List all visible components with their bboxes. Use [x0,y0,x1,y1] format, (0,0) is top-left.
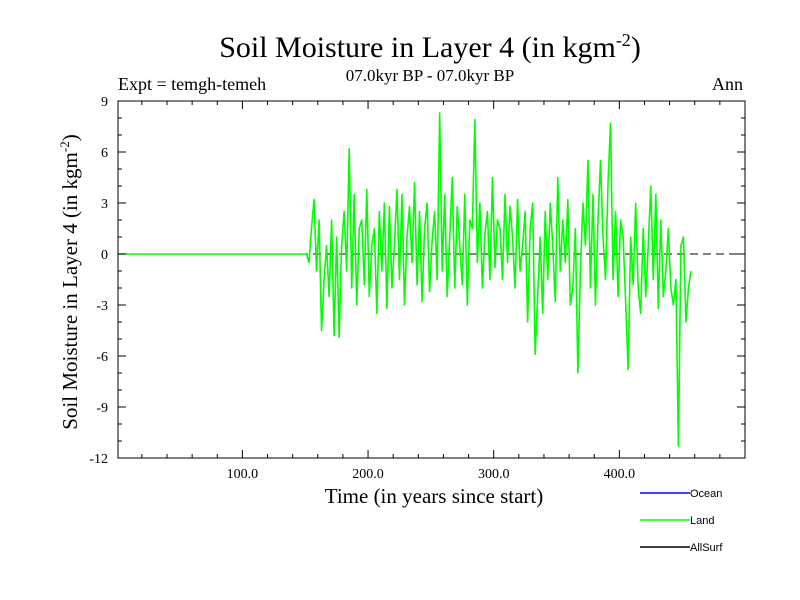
x-axis-label: Time (in years since start) [324,484,544,508]
x-tick-label: 100.0 [227,467,259,482]
y-tick-label: 0 [101,248,108,263]
legend: Ocean Land AllSurf [640,488,723,554]
x-tick-label: 300.0 [478,467,510,482]
legend-label-land: Land [690,515,714,527]
season-label: Ann [712,74,743,94]
y-tick-label: -12 [89,452,108,467]
series-layer [118,112,692,447]
chart-subtitle: 07.0kyr BP - 07.0kyr BP [345,66,515,85]
y-tick-label: -6 [96,350,108,365]
chart-title: Soil Moisture in Layer 4 (in kgm-2) [219,30,641,64]
legend-label-ocean: Ocean [690,488,722,500]
y-tick-label: 6 [101,146,108,161]
plot-frame [117,100,746,459]
legend-label-allsurf: AllSurf [690,542,723,554]
y-tick-label: -9 [96,401,108,416]
axis-layer: 9 6 3 0 -3 -6 -9 -12 100.0 200.0 300.0 400.0 [89,95,746,482]
x-tick-label: 200.0 [352,467,384,482]
series-line-land [118,112,692,447]
y-tick-label: -3 [96,299,108,314]
y-tick-label: 9 [101,95,108,110]
experiment-label: Expt = temgh-temeh [118,74,267,94]
y-tick-label: 3 [101,197,108,212]
x-tick-label: 400.0 [604,467,636,482]
